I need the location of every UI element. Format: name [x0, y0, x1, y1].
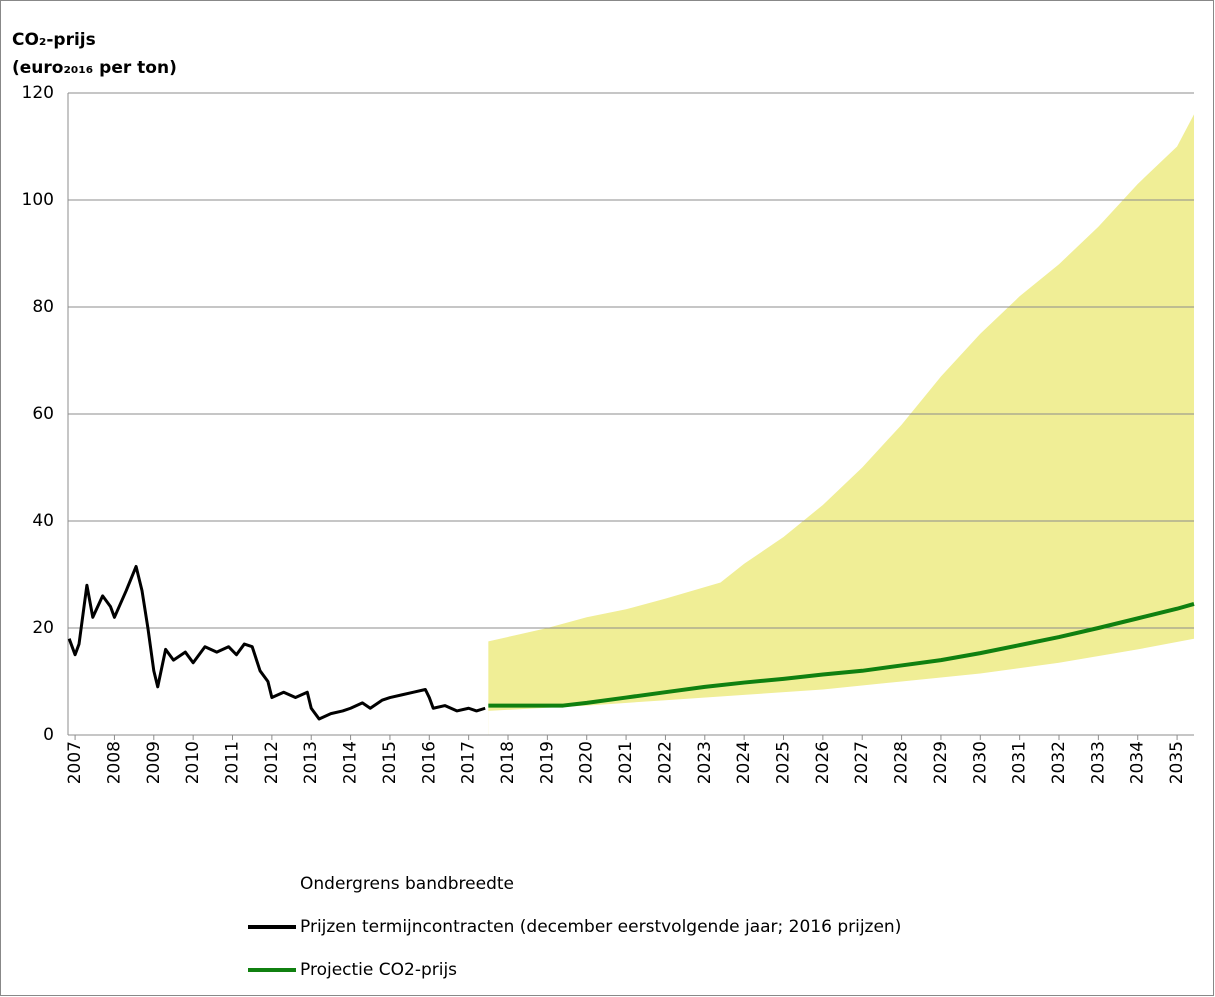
y-tick-label: 40 — [32, 511, 54, 531]
y-axis-label: CO₂-prijs — [12, 30, 96, 50]
y-tick-label: 80 — [32, 297, 54, 317]
legend-label: Projectie CO2-prijs — [300, 960, 457, 980]
x-tick-label: 2021 — [616, 741, 636, 784]
x-tick-label: 2030 — [970, 741, 990, 784]
x-tick-label: 2026 — [813, 741, 833, 784]
x-tick-label: 2019 — [537, 741, 557, 784]
x-tick-label: 2031 — [1010, 741, 1030, 784]
legend-label: Prijzen termijncontracten (december eers… — [300, 917, 901, 937]
y-tick-label: 120 — [22, 83, 54, 103]
x-tick-label: 2028 — [892, 741, 912, 784]
x-tick-label: 2017 — [459, 741, 479, 784]
y-tick-label: 0 — [43, 725, 54, 745]
x-tick-label: 2032 — [1049, 741, 1069, 784]
y-tick-label: 60 — [32, 404, 54, 424]
x-tick-label: 2016 — [419, 741, 439, 784]
line — [67, 564, 486, 721]
x-tick-label: 2027 — [852, 741, 872, 784]
x-tick-label: 2011 — [223, 741, 243, 784]
x-tick-label: 2018 — [498, 741, 518, 784]
x-tick-label: 2022 — [655, 741, 675, 784]
x-tick-label: 2025 — [774, 741, 794, 784]
x-tick-label: 2012 — [262, 741, 282, 784]
x-tick-label: 2029 — [931, 741, 951, 784]
x-tick-label: 2007 — [65, 741, 85, 784]
x-tick-label: 2008 — [104, 741, 124, 784]
x-tick-label: 2033 — [1088, 741, 1108, 784]
line — [488, 602, 1195, 708]
x-tick-label: 2024 — [734, 741, 754, 784]
legend-label: Ondergrens bandbreedte — [300, 874, 514, 894]
x-tick-label: 2009 — [144, 741, 164, 784]
x-tick-label: 2010 — [183, 741, 203, 784]
y-tick-label: 20 — [32, 618, 54, 638]
x-tick-label: 2034 — [1128, 741, 1148, 784]
x-tick-label: 2020 — [577, 741, 597, 784]
x-tick-label: 2035 — [1167, 741, 1187, 784]
x-tick-label: 2014 — [341, 741, 361, 784]
y-tick-label: 100 — [22, 190, 54, 210]
lower-bound-area — [488, 638, 1194, 735]
x-tick-label: 2023 — [695, 741, 715, 784]
band-area — [488, 114, 1194, 735]
y-axis-label: (euro₂₀₁₆ per ton) — [12, 58, 177, 78]
x-tick-label: 2015 — [380, 741, 400, 784]
x-tick-label: 2013 — [301, 741, 321, 784]
